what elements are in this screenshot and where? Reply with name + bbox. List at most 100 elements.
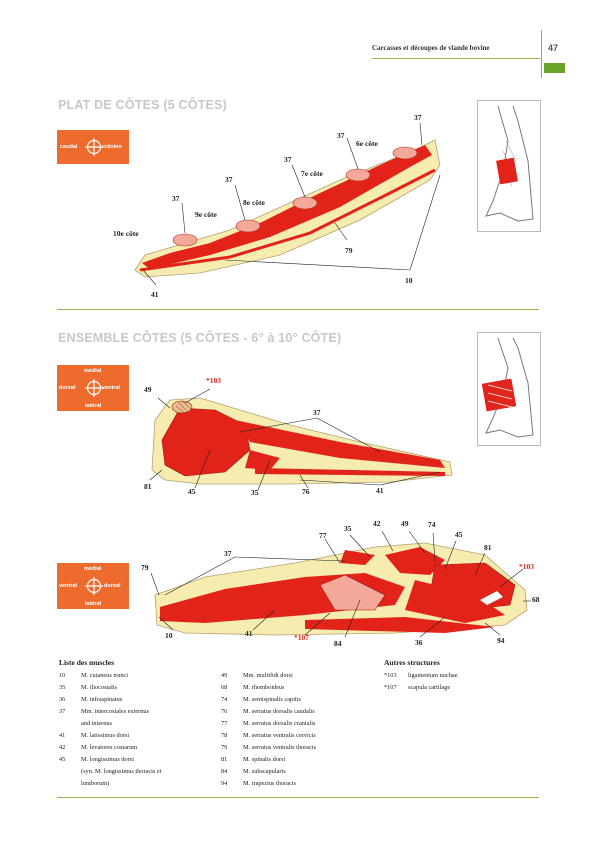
legend-column-1: 10 M. cutaneus trunci 35 M. iliocostalis 3… (59, 670, 219, 790)
carcass-location-thumbnail-1 (477, 100, 541, 232)
orientation-badge-1: caudal crânien (57, 130, 129, 164)
legend-row: 77 M. serratus dorsalis cranialis (221, 720, 316, 727)
section-divider-1 (57, 309, 539, 310)
orient-dorsal: dorsal (59, 385, 76, 391)
legend-title-other: Autres structures (384, 658, 440, 667)
label2b-49: 49 (401, 519, 409, 528)
label2b-10: 10 (165, 631, 173, 640)
legend-row: 49 Mm. multifidi dorsi (221, 672, 293, 679)
label2b-84: 84 (334, 639, 342, 648)
legend-row: 81 M. spinalis dorsi (221, 756, 286, 763)
label2b-41: 41 (245, 629, 253, 638)
legend-row: 79 M. serratus ventralis thoracis (221, 744, 317, 751)
label-7e-cote: 7e côte (301, 169, 323, 178)
rib-6 (392, 146, 418, 160)
carcass-location-thumbnail-2 (477, 332, 541, 446)
label2b-37: 37 (224, 549, 232, 558)
orient-ventral: ventral (59, 583, 78, 589)
label-37-a: 37 (172, 194, 180, 203)
legend-column-2: 49 Mm. multifidi dorsi 68 M. rhomboideus 7… (221, 670, 381, 790)
label2b-74: 74 (428, 520, 436, 529)
legend-row: *103 ligamentum nuchae (384, 672, 458, 679)
ensemble-cotes-section-illustration (149, 388, 453, 491)
running-title: Carcasses et découpes de viande bovine (372, 44, 490, 52)
legend-row: 41 M. latissimus dorsi (59, 732, 130, 739)
orient-cranial: crânien (102, 144, 122, 150)
label-10: 10 (405, 276, 413, 285)
orient-caudal: caudal (60, 144, 78, 150)
legend-column-other: *103 ligamentum nuchae *107 scapula cartil… (384, 670, 534, 694)
label-37-c: 37 (284, 155, 292, 164)
label-37-b: 37 (225, 175, 233, 184)
label2b-68: 68 (532, 595, 540, 604)
label2b-81: 81 (484, 543, 492, 552)
legend-row: *107 scapula cartilage (384, 684, 451, 691)
orient-dorsal: dorsal (104, 583, 121, 589)
label2a-35: 35 (251, 488, 259, 497)
label2a-37: 37 (313, 408, 321, 417)
label2b-45: 45 (455, 530, 463, 539)
label-37-e: 37 (414, 113, 422, 122)
legend-row: 74 M. semispinalis capitis (221, 696, 301, 703)
label2b-35: 35 (344, 524, 352, 533)
legend-title-muscles: Liste des muscles (59, 658, 114, 667)
legend-row: 42 M. levatores costarum (59, 744, 138, 751)
rib-10 (172, 233, 198, 247)
legend-row: 94 M. trapezius thoracis (221, 780, 296, 787)
page-number: 47 (548, 43, 559, 53)
label-8e-cote: 8e côte (243, 198, 265, 207)
orientation-badge-2: médial dorsal ventral latéral (57, 365, 129, 411)
legend-row: lumborum) (81, 780, 110, 787)
legend-row: 76 M. serratus dorsalis caudalis (221, 708, 315, 715)
rib-8 (292, 196, 318, 210)
ensemble-cotes-medial-illustration (150, 530, 531, 638)
label2a-41: 41 (376, 486, 384, 495)
label-79: 79 (345, 246, 353, 255)
label-9e-cote: 9e côte (195, 210, 217, 219)
section-title-plat-de-cotes: PLAT DE CÔTES (5 CÔTES) (58, 98, 227, 112)
label-10e-cote: 10e côte (113, 229, 139, 238)
label2b-79: 79 (141, 563, 149, 572)
legend-row: 68 M. rhomboideus (221, 684, 285, 691)
header-rule (372, 58, 540, 59)
label2b-103: *103 (519, 562, 534, 571)
orient-lateral: latéral (85, 403, 102, 409)
orient-medial: médial (84, 566, 102, 572)
page-bottom-divider (57, 797, 539, 798)
label2a-45: 45 (188, 487, 196, 496)
compass-cross-icon (85, 577, 103, 595)
legend-row: 45 M. longissimus dorsi (59, 756, 135, 763)
compass-cross-icon (85, 138, 103, 156)
header-color-tab (544, 63, 565, 73)
legend-row: and internus (81, 720, 112, 727)
label2a-81: 81 (144, 482, 152, 491)
label2a-76: 76 (302, 487, 310, 496)
compass-cross-icon (85, 379, 103, 397)
label2b-94: 94 (497, 636, 505, 645)
label2b-77: 77 (319, 531, 327, 540)
label2a-49: 49 (144, 385, 152, 394)
legend-row: (syn. M. longissimus thoracis et (81, 768, 162, 775)
legend-row: 36 M. infraspinatus (59, 696, 123, 703)
label-6e-cote: 6e côte (356, 139, 378, 148)
rib-7 (345, 168, 371, 182)
label-41: 41 (151, 290, 159, 299)
section-title-ensemble-cotes: ENSEMBLE CÔTES (5 CÔTES - 6° à 10° CÔTE) (58, 331, 342, 345)
orient-medial: médial (84, 368, 102, 374)
rib-9 (235, 219, 261, 233)
legend-row: 37 Mm. intercostales externus (59, 708, 150, 715)
label2b-42: 42 (373, 519, 381, 528)
legend-row: 10 M. cutaneus trunci (59, 672, 129, 679)
orient-lateral: latéral (85, 601, 102, 607)
legend-row: 35 M. iliocostalis (59, 684, 118, 691)
label2a-103: *103 (206, 376, 221, 385)
label-37-d: 37 (337, 131, 345, 140)
label2b-36: 36 (415, 638, 423, 647)
orientation-badge-3: médial ventral dorsal latéral (57, 563, 129, 609)
legend-row: 84 M. subscapularis (221, 768, 286, 775)
header-divider (541, 30, 542, 78)
label2b-107: *107 (294, 633, 309, 642)
legend-row: 78 M. serratus ventralis cervicis (221, 732, 316, 739)
plat-de-cotes-illustration (134, 122, 441, 286)
orient-ventral: ventral (102, 385, 121, 391)
